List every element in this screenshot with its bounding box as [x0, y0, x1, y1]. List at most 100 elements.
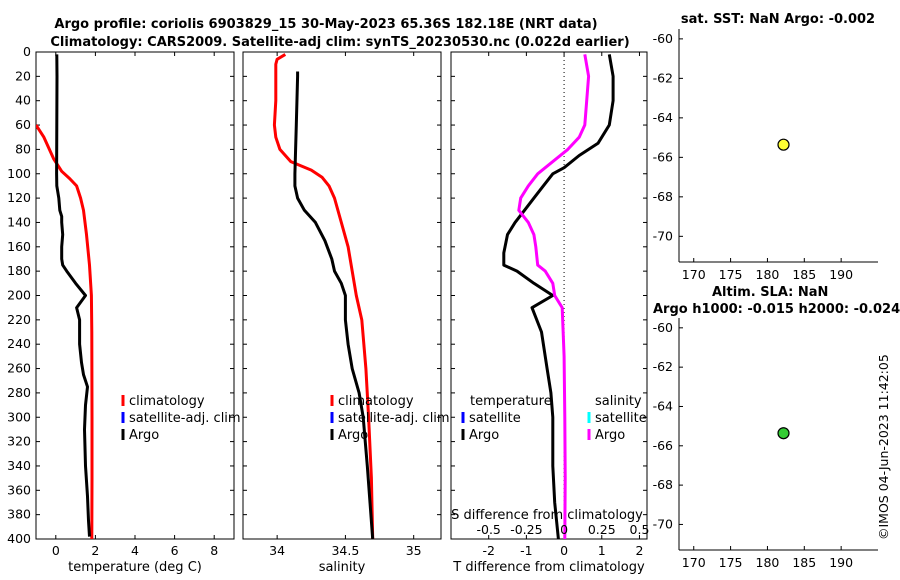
- y-tick-label: 300: [7, 409, 31, 424]
- y-tick-label: 40: [15, 93, 31, 108]
- difference-legend-t-argo-label: Argo: [469, 428, 499, 443]
- sla-argo-position-marker: [777, 427, 790, 440]
- series-line-s-argo: [517, 54, 591, 539]
- y-tick-label: 260: [7, 361, 31, 376]
- plot-frame: [242, 51, 442, 540]
- x-tick-label: 0: [52, 543, 60, 558]
- y-tick-label: 140: [7, 214, 31, 229]
- difference-legend-heading-temperature: temperature: [470, 394, 552, 409]
- sst-argo-position-marker: [777, 138, 790, 151]
- series-line-t-argo: [502, 54, 615, 539]
- y-tick-label: 60: [15, 117, 31, 132]
- s-difference-axis-label: S difference from climatology: [451, 508, 643, 523]
- map-y-tick-label: -66: [653, 149, 673, 164]
- s-difference-tick-label: 0.5: [630, 522, 650, 537]
- map-y-tick-label: -64: [653, 398, 673, 413]
- y-tick-label: 220: [7, 312, 31, 327]
- series-group: [36, 54, 94, 539]
- temperature-legend-item-label: climatology: [129, 394, 205, 409]
- plot-frame: [35, 51, 235, 540]
- x-tick-label: 8: [210, 543, 218, 558]
- y-tick-label: 380: [7, 507, 31, 522]
- series-line-climatology: [272, 53, 375, 539]
- difference-profile-axes: -2 -1 0 1 2 T difference from climatology S di…: [450, 51, 650, 575]
- salinity-legend-item-label: Argo: [338, 428, 368, 443]
- x-axis-label: salinity: [319, 560, 366, 575]
- s-difference-tick-label: -0.5: [476, 522, 500, 537]
- y-tick-label: 160: [7, 239, 31, 254]
- temperature-profile-axes: 0204060801001201401601802002202402602803…: [7, 44, 240, 575]
- map-x-tick-label: 175: [719, 267, 743, 282]
- map-y-tick-label: -62: [653, 70, 673, 85]
- x-tick-label: -1: [520, 543, 532, 558]
- y-tick-label: 200: [7, 288, 31, 303]
- y-tick-label: 320: [7, 434, 31, 449]
- x-tick-label: 6: [171, 543, 179, 558]
- x-tick-label: 34.5: [331, 543, 359, 558]
- x-tick-label: 1: [598, 543, 606, 558]
- map-y-tick-label: -64: [653, 110, 673, 125]
- y-tick-label: 0: [23, 44, 31, 59]
- s-difference-tick-label: 0: [560, 522, 568, 537]
- sla-map-axes: -60 -62 -64 -66 -68 -70 170 175 180 185 190: [653, 318, 878, 570]
- series-line-argo: [293, 71, 375, 539]
- temperature-legend-item-label: Argo: [129, 428, 159, 443]
- salinity-legend-item-label: satellite-adj. clim: [338, 411, 450, 426]
- y-tick-label: 120: [7, 190, 31, 205]
- x-tick-label: 4: [131, 543, 139, 558]
- map-x-tick-label: 185: [792, 555, 816, 570]
- map-x-tick-label: 170: [682, 555, 706, 570]
- map-y-tick-label: -60: [653, 31, 673, 46]
- x-axis-label: T difference from climatology: [452, 560, 645, 575]
- map-x-tick-label: 180: [756, 555, 780, 570]
- y-tick-label: 20: [15, 68, 31, 83]
- x-tick-label: 34: [269, 543, 285, 558]
- salinity-profile-axes: 34 34.5 35 salinity climatology satellite-adj…: [242, 51, 450, 575]
- difference-legend-t-satellite-label: satellite: [469, 411, 521, 426]
- y-tick-label: 280: [7, 385, 31, 400]
- sla-map-title-line1: Altim. SLA: NaN: [712, 285, 828, 300]
- map-y-tick-label: -60: [653, 320, 673, 335]
- map-y-tick-label: -68: [653, 477, 673, 492]
- y-tick-label: 80: [15, 141, 31, 156]
- map-y-tick-label: -70: [653, 516, 673, 531]
- x-tick-label: 35: [406, 543, 422, 558]
- map-x-tick-label: 190: [829, 555, 853, 570]
- difference-legend-s-satellite-label: satellite: [595, 411, 647, 426]
- s-difference-tick-label: -0.25: [510, 522, 542, 537]
- x-axis-label: temperature (deg C): [68, 560, 202, 575]
- salinity-legend-item-label: climatology: [338, 394, 414, 409]
- x-tick-label: 2: [91, 543, 99, 558]
- y-tick-label: 360: [7, 482, 31, 497]
- difference-legend-s-argo-label: Argo: [595, 428, 625, 443]
- y-tick-label: 400: [7, 531, 31, 546]
- series-group: [502, 52, 615, 539]
- x-tick-label: 2: [635, 543, 643, 558]
- difference-legend-heading-salinity: salinity: [595, 394, 642, 409]
- map-y-tick-label: -70: [653, 228, 673, 243]
- sst-map-axes: -60 -62 -64 -66 -68 -70 170 175 180 185 190: [653, 29, 878, 282]
- map-x-tick-label: 185: [792, 267, 816, 282]
- s-difference-tick-label: 0.25: [588, 522, 616, 537]
- y-tick-label: 100: [7, 166, 31, 181]
- sla-map-title-line2: Argo h1000: -0.015 h2000: -0.024: [653, 302, 900, 317]
- figure-title-line1: Argo profile: coriolis 6903829_15 30-May…: [54, 17, 597, 32]
- map-y-tick-label: -68: [653, 189, 673, 204]
- y-tick-label: 340: [7, 458, 31, 473]
- map-x-tick-label: 170: [682, 267, 706, 282]
- timestamp-label: ©IMOS 04-Jun-2023 11:42:05: [876, 354, 891, 540]
- map-x-tick-label: 175: [719, 555, 743, 570]
- plot-frame: [450, 51, 648, 540]
- x-tick-label: 0: [560, 543, 568, 558]
- temperature-legend-item-label: satellite-adj. clim: [129, 411, 241, 426]
- series-line-argo: [55, 54, 91, 537]
- map-x-tick-label: 180: [756, 267, 780, 282]
- series-group: [272, 53, 375, 539]
- y-tick-label: 180: [7, 263, 31, 278]
- y-tick-label: 240: [7, 336, 31, 351]
- x-tick-label: -2: [482, 543, 494, 558]
- map-y-tick-label: -62: [653, 359, 673, 374]
- map-y-tick-label: -66: [653, 438, 673, 453]
- figure-title-line2: Climatology: CARS2009. Satellite-adj cli…: [50, 35, 629, 50]
